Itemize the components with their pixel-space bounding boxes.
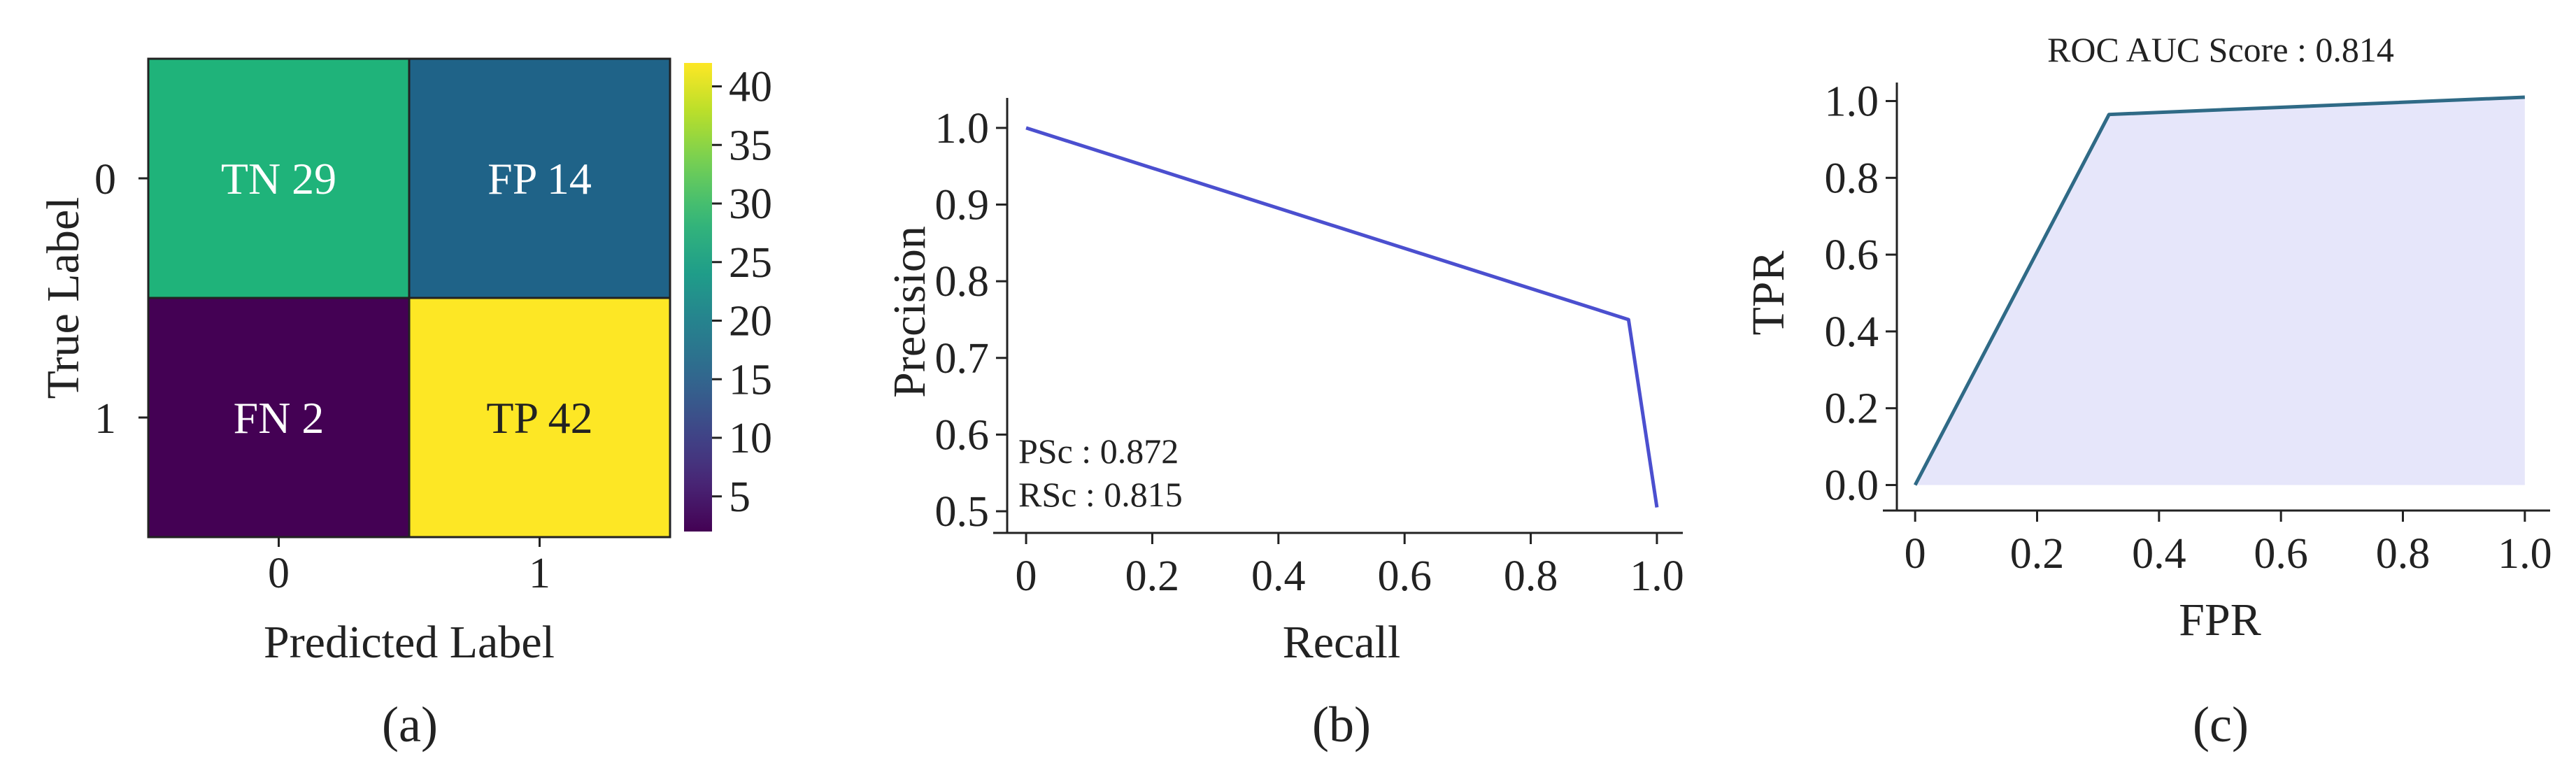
y-tick-label: 0.8 — [1825, 155, 1879, 202]
colorbar-tick-label: 40 — [729, 64, 772, 111]
annotation-text: RSc : 0.815 — [1018, 475, 1183, 514]
colorbar-tick-label: 20 — [729, 298, 772, 345]
colorbar — [684, 63, 712, 532]
y-axis-label: TPR — [1743, 250, 1794, 335]
y-tick-label: 0.6 — [935, 411, 990, 459]
x-tick-label: 1.0 — [2498, 530, 2552, 578]
y-tick-label: 0.8 — [935, 258, 990, 306]
panel-c-roc-curve: 0 0.2 0.4 0.6 0.8 1.0 0.0 0.2 0.4 0.6 0.8 1.0 FPR TPR… — [1743, 30, 2552, 753]
y-tick-label: 1.0 — [1825, 78, 1879, 125]
x-tick-label: 1 — [529, 550, 550, 597]
colorbar-tick-label: 5 — [729, 473, 750, 521]
x-tick-label: 0.4 — [1251, 552, 1306, 600]
chart-title: ROC AUC Score : 0.814 — [2047, 30, 2394, 69]
x-tick-label: 0 — [1016, 552, 1037, 600]
y-tick-label: 0.9 — [935, 182, 990, 229]
x-tick-label: 0.6 — [1377, 552, 1432, 600]
panel-caption: (a) — [382, 697, 438, 753]
heatmap-cell — [409, 298, 670, 537]
colorbar-tick-label: 35 — [729, 122, 772, 169]
colorbar-tick-label: 10 — [729, 415, 772, 462]
panel-b-precision-recall-curve: 0 0.2 0.4 0.6 0.8 1.0 0.5 0.6 0.7 0.8 0.9 1.0 Recall… — [884, 98, 1684, 753]
heatmap-cell-label: TN 29 — [221, 154, 336, 204]
y-axis-label: True Label — [38, 197, 89, 399]
x-tick-label: 0.8 — [2376, 530, 2431, 578]
x-axis-label: Predicted Label — [264, 617, 555, 668]
x-tick-label: 0.2 — [1125, 552, 1180, 600]
x-axis-label: Recall — [1283, 617, 1401, 668]
colorbar-tick-label: 25 — [729, 239, 772, 287]
x-tick-label: 1.0 — [1630, 552, 1684, 600]
x-tick-label: 0 — [268, 550, 290, 597]
y-axis-label: Precision — [884, 226, 935, 398]
y-tick-label: 0.4 — [1825, 308, 1879, 356]
x-tick-label: 0.4 — [2132, 530, 2186, 578]
heatmap-cell — [409, 59, 670, 298]
x-tick-label: 0.8 — [1504, 552, 1558, 600]
y-tick-label: 0.0 — [1825, 462, 1879, 510]
heatmap-cell-label: TP 42 — [486, 393, 592, 443]
x-tick-label: 0.2 — [2010, 530, 2065, 578]
y-tick-label: 1 — [94, 395, 116, 443]
heatmap-cell — [148, 298, 409, 537]
x-axis-label: FPR — [2179, 594, 2261, 646]
colorbar-tick-label: 15 — [729, 356, 772, 404]
heatmap-cell — [148, 59, 409, 298]
heatmap-cell-label: FN 2 — [234, 393, 325, 443]
annotation-text: PSc : 0.872 — [1018, 432, 1179, 471]
heatmap-cell-label: FP 14 — [488, 154, 592, 204]
x-tick-label: 0 — [1905, 530, 1926, 578]
panel-caption: (c) — [2193, 697, 2249, 753]
y-tick-label: 0 — [94, 156, 116, 204]
y-tick-label: 0.7 — [935, 335, 990, 383]
panel-caption: (b) — [1312, 697, 1371, 753]
series-line — [1913, 95, 2525, 486]
area-fill — [1915, 97, 2525, 485]
y-tick-label: 1.0 — [935, 105, 990, 152]
colorbar-tick-label: 30 — [729, 180, 772, 228]
y-tick-label: 0.2 — [1825, 385, 1879, 433]
y-tick-label: 0.6 — [1825, 231, 1879, 279]
y-tick-label: 0.5 — [935, 488, 990, 536]
series-line — [1025, 126, 1659, 508]
x-tick-label: 0.6 — [2254, 530, 2308, 578]
